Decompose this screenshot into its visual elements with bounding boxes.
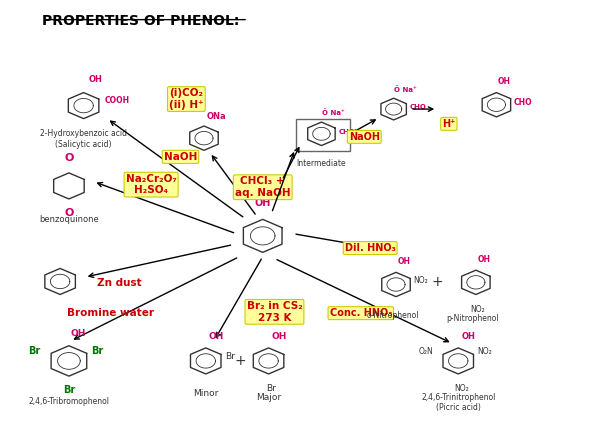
Text: OH: OH [70, 329, 86, 338]
Text: O₂N: O₂N [419, 347, 434, 356]
Text: o-Nitrophenol: o-Nitrophenol [367, 311, 419, 319]
Text: O: O [64, 208, 74, 218]
Text: Conc. HNO₃: Conc. HNO₃ [330, 308, 392, 318]
Text: NO₂: NO₂ [414, 276, 428, 284]
Text: NaOH: NaOH [349, 132, 380, 142]
Text: ONa: ONa [207, 112, 227, 121]
Text: CHCl₂: CHCl₂ [339, 128, 360, 135]
Text: OH: OH [497, 77, 510, 87]
Text: PROPERTIES OF PHENOL:: PROPERTIES OF PHENOL: [42, 14, 240, 28]
Text: Minor: Minor [193, 389, 218, 398]
Text: Major: Major [256, 392, 281, 402]
Text: COOH: COOH [105, 96, 130, 105]
Text: Dil. HNO₃: Dil. HNO₃ [345, 243, 396, 253]
Text: CHO: CHO [410, 104, 427, 110]
Text: OH: OH [478, 255, 491, 264]
Text: p-Nitrophenol: p-Nitrophenol [447, 314, 499, 323]
Text: Br: Br [91, 347, 103, 356]
Text: OH: OH [398, 257, 411, 266]
Text: CHO: CHO [514, 98, 533, 107]
Text: 2-Hydroxybenzoic acid
(Salicytic acid): 2-Hydroxybenzoic acid (Salicytic acid) [40, 129, 127, 149]
Text: CHCl₃ +
aq. NaOH: CHCl₃ + aq. NaOH [235, 177, 290, 198]
Text: OH: OH [88, 75, 102, 84]
Text: Bromine water: Bromine water [67, 308, 153, 318]
Text: OH: OH [271, 332, 287, 341]
Text: NO₂: NO₂ [454, 384, 468, 393]
Text: benzoquinone: benzoquinone [39, 215, 99, 225]
Text: Õ Na⁺: Õ Na⁺ [322, 110, 345, 116]
Text: Zn dust: Zn dust [97, 278, 141, 288]
Text: H⁺: H⁺ [442, 119, 455, 129]
Text: NO₂: NO₂ [478, 347, 493, 356]
Text: NaOH: NaOH [164, 152, 197, 162]
Text: Br: Br [28, 347, 41, 356]
Text: NO₂: NO₂ [470, 305, 485, 314]
Text: 2,4,6-Trinitrophenol
(Picric acid): 2,4,6-Trinitrophenol (Picric acid) [421, 392, 496, 412]
Text: OH: OH [461, 332, 475, 341]
Text: Br: Br [225, 352, 235, 361]
Text: Intermediate: Intermediate [297, 159, 346, 168]
Text: Na₂Cr₂O₇
H₂SO₄: Na₂Cr₂O₇ H₂SO₄ [126, 174, 176, 195]
Text: Br₂ in CS₂
273 K: Br₂ in CS₂ 273 K [247, 301, 302, 323]
Text: O: O [64, 153, 74, 163]
Text: (i)CO₂
(ii) H⁺: (i)CO₂ (ii) H⁺ [169, 88, 204, 110]
Text: OH: OH [254, 198, 271, 208]
Text: OH: OH [209, 332, 224, 341]
Text: Br: Br [63, 385, 75, 395]
Text: Õ Na⁺: Õ Na⁺ [394, 86, 417, 93]
Text: 2,4,6-Tribromophenol: 2,4,6-Tribromophenol [28, 397, 109, 406]
Text: Br: Br [267, 384, 277, 393]
Text: +: + [235, 354, 246, 368]
Text: +: + [432, 275, 444, 289]
